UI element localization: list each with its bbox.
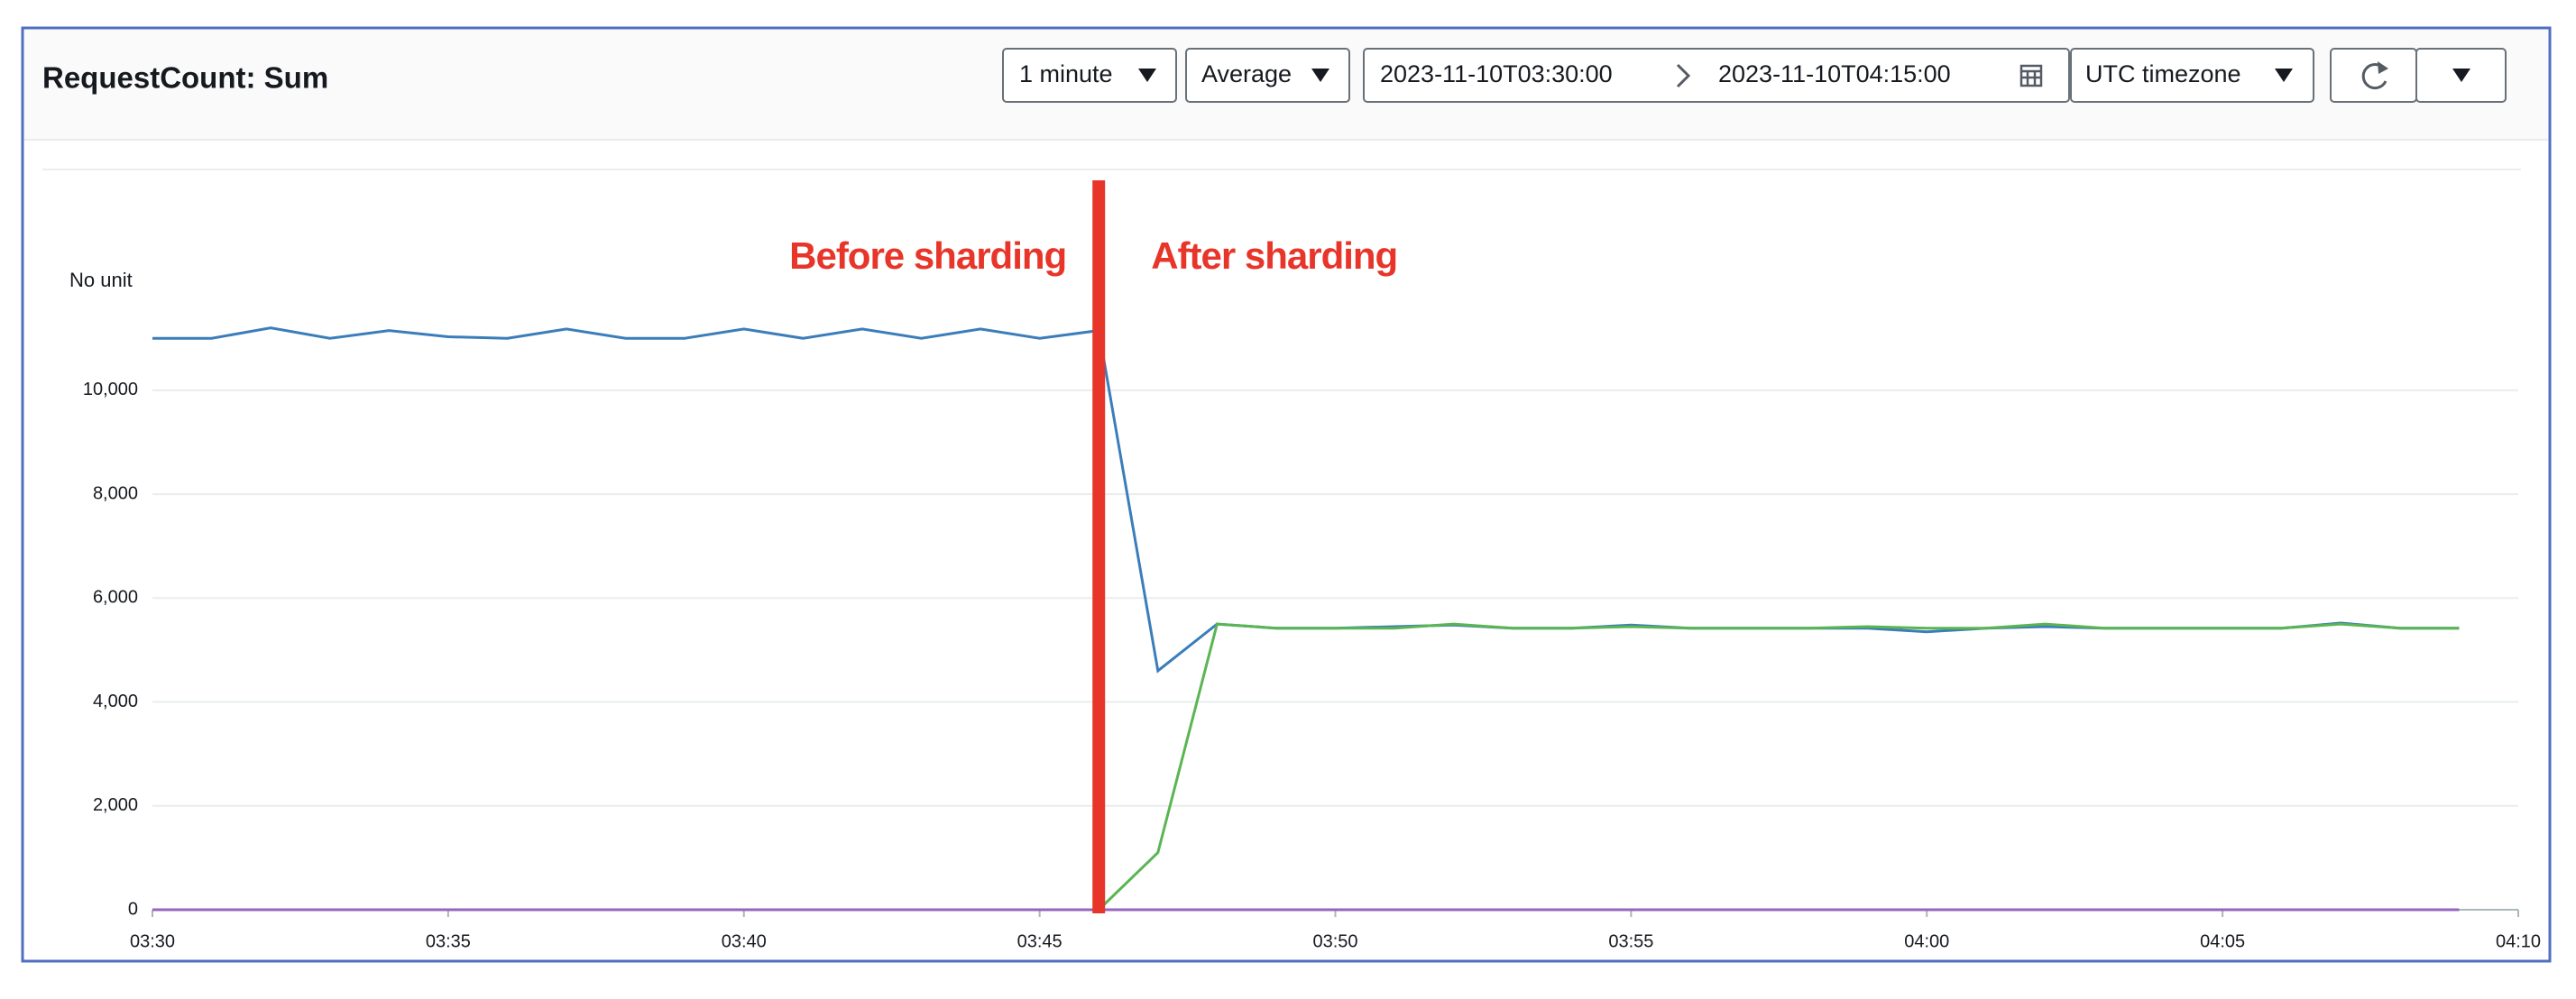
annotation: After sharding xyxy=(1151,234,1397,277)
x-tick-label: 03:45 xyxy=(1017,931,1063,951)
x-tick-label: 03:35 xyxy=(426,931,471,951)
timezone-label: UTC timezone xyxy=(2085,60,2241,87)
y-tick-label: 4,000 xyxy=(93,692,138,711)
x-tick-label: 03:55 xyxy=(1608,931,1653,951)
x-tick-label: 04:00 xyxy=(1904,931,1949,951)
timezone-select[interactable] xyxy=(2070,48,2314,103)
widget-title: RequestCount: Sum xyxy=(42,61,328,95)
range-arrow xyxy=(1676,63,1691,88)
y-tick-label: 2,000 xyxy=(93,795,138,815)
end-date: 2023-11-10T04:15:00 xyxy=(1718,60,1951,87)
period-select[interactable] xyxy=(1002,48,1177,103)
refresh-button[interactable] xyxy=(2330,48,2417,103)
x-tick-label: 04:10 xyxy=(2496,931,2541,951)
series-line xyxy=(1098,622,2460,912)
calendar-icon[interactable] xyxy=(2019,64,2043,87)
x-tick-label: 03:40 xyxy=(722,931,767,951)
statistic-label: Average xyxy=(1201,60,1292,87)
x-tick-label: 03:50 xyxy=(1312,931,1357,951)
y-tick-label: 0 xyxy=(128,899,138,919)
caret-icon xyxy=(2275,69,2293,82)
y-tick-label: 6,000 xyxy=(93,588,138,608)
statistic-select[interactable] xyxy=(1185,48,1350,103)
x-tick-label: 04:05 xyxy=(2200,931,2245,951)
caret-icon xyxy=(2452,69,2470,82)
refresh-arrowhead xyxy=(2378,61,2388,74)
y-axis-label: No unit xyxy=(69,269,133,291)
period-label: 1 minute xyxy=(1019,60,1113,87)
x-tick-label: 03:30 xyxy=(130,931,175,951)
date-range[interactable] xyxy=(1363,48,2070,103)
caret-icon xyxy=(1138,69,1156,82)
refresh-icon xyxy=(2361,63,2387,90)
y-tick-label: 8,000 xyxy=(93,483,138,503)
annotation: Before sharding xyxy=(789,234,1066,277)
caret-icon xyxy=(1311,69,1329,82)
start-date: 2023-11-10T03:30:00 xyxy=(1380,60,1613,87)
y-tick-label: 10,000 xyxy=(83,380,138,399)
